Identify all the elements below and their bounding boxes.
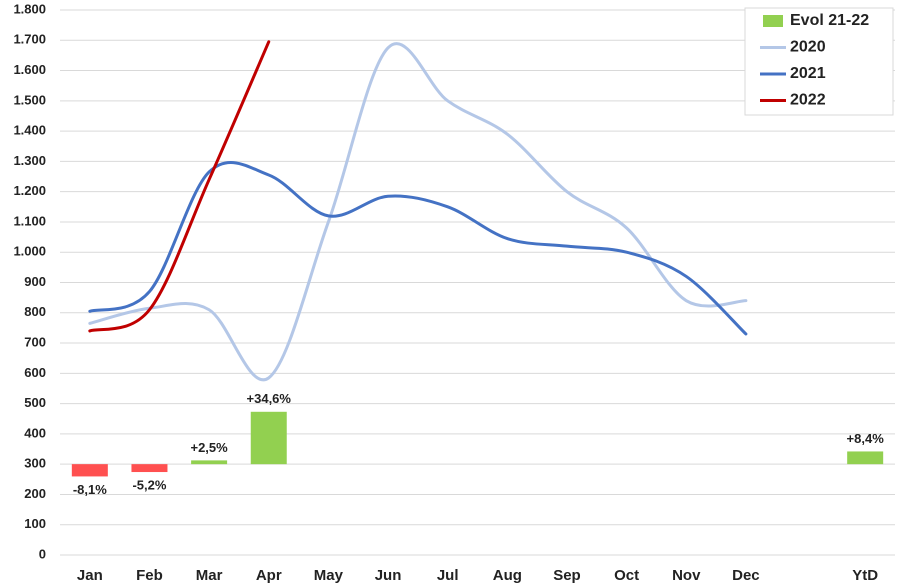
- x-tick-label: Jun: [375, 567, 402, 584]
- y-tick-label: 900: [24, 274, 46, 289]
- data-label: +2,5%: [190, 440, 228, 455]
- y-tick-label: 600: [24, 365, 46, 380]
- y-tick-label: 500: [24, 395, 46, 410]
- legend-label: 2020: [790, 39, 826, 56]
- x-tick-label: Dec: [732, 567, 760, 584]
- x-tick-label: Jul: [437, 567, 459, 584]
- x-tick-label: May: [314, 567, 344, 584]
- x-tick-label: Feb: [136, 567, 163, 584]
- line-series: [88, 42, 748, 382]
- x-tick-label: Jan: [77, 567, 103, 584]
- y-tick-label: 1.600: [13, 62, 46, 77]
- bar: [847, 451, 884, 465]
- y-tick-label: 700: [24, 334, 46, 349]
- x-tick-label: Sep: [553, 567, 581, 584]
- y-tick-label: 100: [24, 516, 46, 531]
- legend-label: Evol 21-22: [790, 12, 869, 29]
- y-tick-label: 1.500: [13, 92, 46, 107]
- data-label: -5,2%: [132, 477, 166, 492]
- y-tick-label: 1.400: [13, 123, 46, 138]
- x-tick-label: Apr: [256, 567, 282, 584]
- legend-label: 2021: [790, 65, 826, 82]
- y-tick-label: 300: [24, 456, 46, 471]
- y-tick-label: 1.700: [13, 32, 46, 47]
- y-tick-label: 1.000: [13, 244, 46, 259]
- legend-swatch: [763, 15, 783, 27]
- line-series: [88, 40, 271, 333]
- y-tick-label: 1.200: [13, 183, 46, 198]
- data-label: +34,6%: [247, 391, 292, 406]
- y-tick-label: 1.300: [13, 153, 46, 168]
- bar: [71, 464, 108, 477]
- y-tick-label: 800: [24, 304, 46, 319]
- bar: [131, 464, 168, 473]
- x-tick-label: Mar: [196, 567, 223, 584]
- y-tick-label: 400: [24, 425, 46, 440]
- x-tick-label: YtD: [852, 567, 878, 584]
- y-tick-label: 1.800: [13, 1, 46, 16]
- line-series: [88, 161, 748, 336]
- data-label: +8,4%: [847, 431, 885, 446]
- legend-label: 2022: [790, 92, 826, 109]
- y-tick-label: 1.100: [13, 213, 46, 228]
- x-tick-label: Nov: [672, 567, 701, 584]
- legend: Evol 21-22 2020 2021 2022: [744, 7, 894, 116]
- y-tick-label: 200: [24, 486, 46, 501]
- bar: [250, 411, 287, 465]
- data-label: -8,1%: [73, 482, 107, 497]
- bar: [191, 460, 228, 465]
- x-tick-label: Oct: [614, 567, 639, 584]
- x-tick-label: Aug: [493, 567, 522, 584]
- y-tick-label: 0: [39, 546, 46, 561]
